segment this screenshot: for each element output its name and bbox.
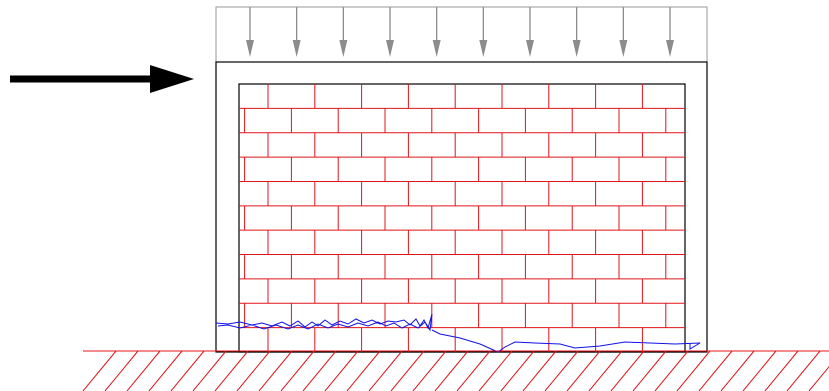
frame-outer-edge xyxy=(215,61,708,353)
arrow-down-icon xyxy=(432,40,441,57)
crack-path xyxy=(215,313,701,353)
ground-hatch-line xyxy=(434,350,469,391)
ground-hatch-line xyxy=(764,350,799,391)
ground-hatch-line xyxy=(192,350,227,391)
ground-hatch-line xyxy=(170,350,205,391)
ground-hatch-line xyxy=(610,350,645,391)
ground-hatch-line xyxy=(500,350,535,391)
ground-hatch-line xyxy=(412,350,447,391)
ground-hatch-line xyxy=(104,350,139,391)
ground-hatch-line xyxy=(698,350,733,391)
ground-hatch-line xyxy=(214,350,249,391)
arrow-down-icon xyxy=(619,40,628,57)
arrow-down-icon xyxy=(292,40,301,57)
frame xyxy=(215,61,708,353)
ground-hatch-line xyxy=(82,350,117,391)
ground-hatch-line xyxy=(456,350,491,391)
ground-hatch-line xyxy=(302,350,337,391)
ground-hatch-line xyxy=(544,350,579,391)
arrow-down-icon xyxy=(572,40,581,57)
arrow-down-icon xyxy=(246,40,254,57)
ground-hatch-line xyxy=(676,350,711,391)
ground-hatch-line xyxy=(346,350,381,391)
ground-hatch-line xyxy=(478,350,513,391)
arrow-down-icon xyxy=(386,40,394,57)
ground-hatch-line xyxy=(654,350,689,391)
ground-hatch-line xyxy=(808,365,829,391)
ground-hatching xyxy=(82,350,829,391)
ground-hatch-line xyxy=(280,350,315,391)
arrow-down-icon xyxy=(479,40,488,57)
ground-hatch-line xyxy=(258,350,293,391)
arrow-down-icon xyxy=(339,40,348,57)
vertical-load-outline xyxy=(215,6,708,62)
vertical-load xyxy=(215,6,708,62)
ground-hatch-line xyxy=(522,350,557,391)
ground-hatch-line xyxy=(126,350,161,391)
ground-hatch-line xyxy=(324,350,359,391)
ground-hatch-line xyxy=(368,350,403,391)
arrow-right-icon xyxy=(150,65,194,93)
ground-hatch-line xyxy=(588,350,623,391)
ground-hatch-line xyxy=(786,350,821,391)
crack-line-bottom xyxy=(431,329,701,353)
arrow-down-icon xyxy=(666,40,674,57)
ground-hatch-line xyxy=(632,350,667,391)
ground-hatch-line xyxy=(566,350,601,391)
ground-hatch-line xyxy=(720,350,755,391)
ground-hatch-line xyxy=(390,350,425,391)
arrow-down-icon xyxy=(526,40,534,57)
crack-line-left xyxy=(215,313,433,332)
brick-infill xyxy=(239,84,685,352)
ground-hatch-line xyxy=(742,350,777,391)
frame-inner-edge xyxy=(238,83,686,353)
ground-hatch-line xyxy=(236,350,271,391)
lateral-load-arrow xyxy=(10,65,194,93)
ground-hatch-line xyxy=(148,350,183,391)
